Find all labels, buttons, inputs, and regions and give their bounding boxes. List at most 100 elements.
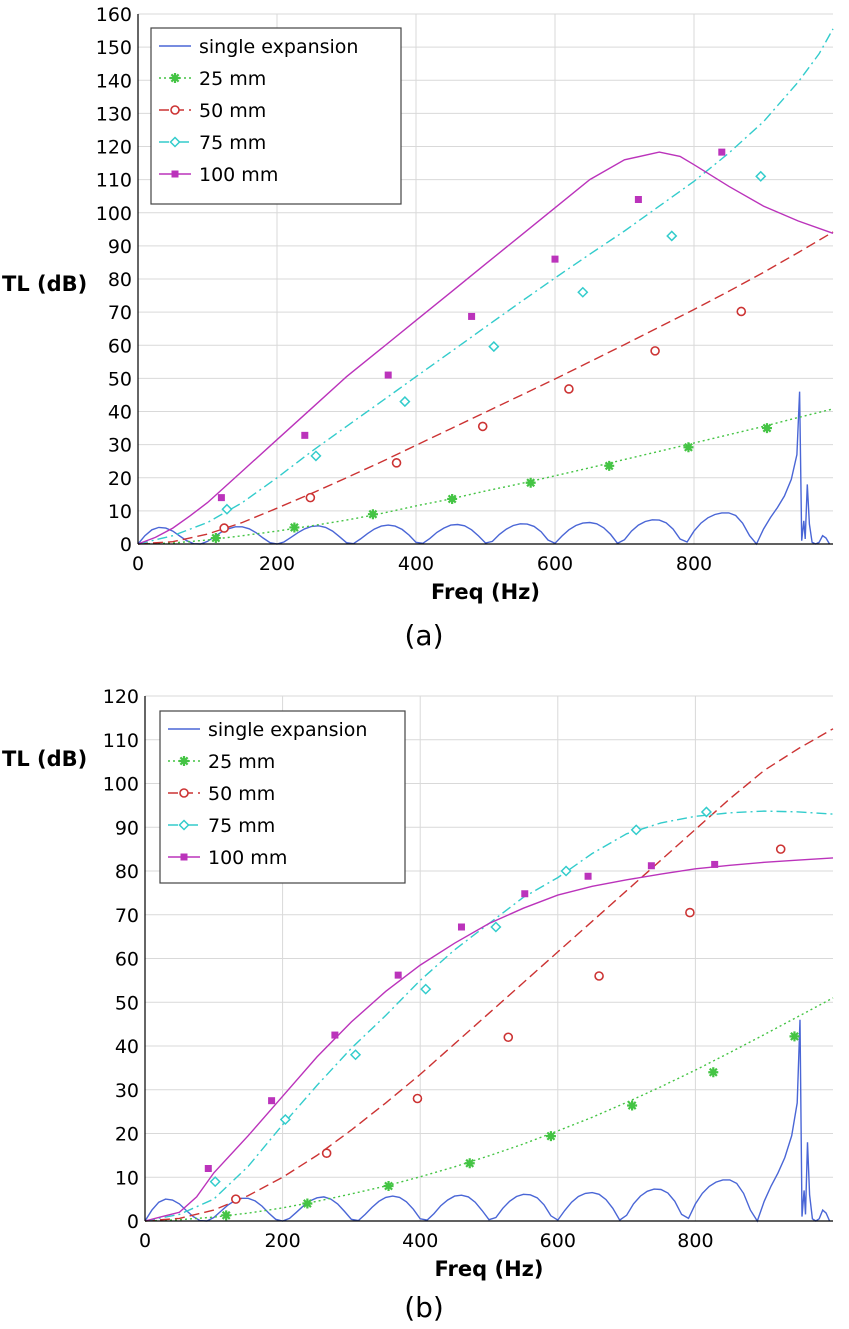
data-point-100-mm xyxy=(521,890,529,898)
data-point-50-mm xyxy=(736,306,747,317)
data-point-50-mm xyxy=(477,421,488,432)
data-point-50-mm xyxy=(321,1148,332,1158)
y-tick-label: 50 xyxy=(108,368,132,390)
data-point-100-mm xyxy=(457,923,465,931)
y-tick-label: 20 xyxy=(108,468,132,490)
y-tick-label: 20 xyxy=(115,1124,139,1146)
y-tick-label: 140 xyxy=(96,70,132,92)
y-tick-label: 110 xyxy=(103,730,139,752)
data-point-25-mm xyxy=(545,1131,556,1142)
y-tick-label: 30 xyxy=(108,435,132,457)
y-tick-label: 60 xyxy=(115,949,139,971)
legend-label: 50 mm xyxy=(208,783,275,805)
y-tick-label: 130 xyxy=(96,103,132,125)
y-tick-label: 120 xyxy=(103,686,139,708)
data-point-50-mm xyxy=(564,384,574,394)
data-point-100-mm xyxy=(301,431,309,439)
data-point-100-mm xyxy=(468,312,476,320)
x-tick-label: 200 xyxy=(264,1230,300,1252)
data-point-75-mm xyxy=(755,170,767,182)
data-point-50-mm xyxy=(650,346,660,356)
data-point-25-mm xyxy=(627,1100,638,1111)
data-point-100-mm xyxy=(711,860,719,868)
series-line-single-expansion xyxy=(144,1019,831,1223)
y-tick-label: 50 xyxy=(115,992,139,1014)
data-point-25-mm xyxy=(525,477,536,488)
y-tick-label: 60 xyxy=(108,335,132,357)
data-point-75-mm xyxy=(577,286,589,298)
data-point-25-mm xyxy=(367,509,378,520)
data-point-75-mm xyxy=(279,1113,291,1126)
data-point-100-mm xyxy=(647,862,655,870)
legend-label: 25 mm xyxy=(208,751,275,773)
data-point-100-mm xyxy=(634,196,642,203)
data-point-25-mm xyxy=(789,1031,800,1042)
x-tick-label: 800 xyxy=(677,1230,713,1252)
y-tick-label: 160 xyxy=(96,4,132,26)
y-tick-label: 70 xyxy=(108,302,132,324)
data-point-25-mm xyxy=(708,1067,719,1078)
y-tick-label: 30 xyxy=(115,1080,139,1102)
data-point-75-mm xyxy=(666,230,678,242)
data-point-75-mm xyxy=(349,1049,362,1061)
legend-label: 50 mm xyxy=(199,100,266,122)
data-point-25-mm xyxy=(464,1158,475,1169)
series-group xyxy=(144,728,834,1223)
y-tick-label: 90 xyxy=(115,817,139,839)
legend-marker xyxy=(179,756,189,766)
data-point-50-mm xyxy=(391,458,402,468)
data-point-50-mm xyxy=(685,907,695,918)
x-tick-label: 600 xyxy=(540,1230,576,1252)
data-point-100-mm xyxy=(217,494,225,502)
data-point-25-mm xyxy=(683,442,694,453)
data-point-25-mm xyxy=(302,1198,313,1209)
data-point-75-mm xyxy=(560,865,572,877)
y-tick-label: 70 xyxy=(115,905,139,927)
x-axis-label: Freq (Hz) xyxy=(435,1257,544,1281)
y-tick-label: 10 xyxy=(108,501,132,523)
data-point-75-mm xyxy=(630,824,642,836)
series-line-75-mm xyxy=(137,28,834,545)
data-point-25-mm xyxy=(289,522,300,533)
y-tick-label: 90 xyxy=(108,236,132,258)
legend-label: 75 mm xyxy=(199,132,266,154)
y-axis-label: TL (dB) xyxy=(2,272,87,296)
figure-caption: (b) xyxy=(404,1291,444,1324)
series-line-50-mm xyxy=(137,231,834,545)
legend-label: 25 mm xyxy=(199,68,266,90)
data-point-100-mm xyxy=(584,872,592,880)
x-tick-label: 800 xyxy=(676,553,712,575)
x-tick-label: 0 xyxy=(132,553,144,575)
y-axis-label: TL (dB) xyxy=(2,747,87,771)
legend-marker xyxy=(171,170,179,178)
legend-label: 100 mm xyxy=(208,847,287,869)
data-point-50-mm xyxy=(594,971,604,981)
x-tick-label: 200 xyxy=(259,553,295,575)
legend-label: single expansion xyxy=(199,36,358,58)
y-tick-label: 0 xyxy=(127,1211,139,1233)
data-point-100-mm xyxy=(384,371,392,379)
data-point-100-mm xyxy=(718,148,726,156)
y-tick-label: 40 xyxy=(108,402,132,424)
y-tick-label: 80 xyxy=(108,269,132,291)
legend-marker xyxy=(170,105,180,115)
series-line-25-mm xyxy=(144,997,834,1222)
data-point-50-mm xyxy=(503,1032,514,1043)
data-point-50-mm xyxy=(219,523,229,533)
data-point-25-mm xyxy=(761,423,772,434)
chart-b: 0 10 20 30 40 50 60 70 80 90 100 110 120 0 200 400 600 80… xyxy=(2,686,834,1324)
chart-a: 0 10 20 30 40 50 60 70 80 90 100 110 120 130 140 150 160… xyxy=(2,4,834,652)
y-tick-label: 0 xyxy=(120,534,132,556)
x-tick-label: 400 xyxy=(398,553,434,575)
data-point-50-mm xyxy=(305,492,316,503)
series-group xyxy=(137,28,834,546)
data-point-100-mm xyxy=(204,1165,212,1172)
legend-marker xyxy=(169,136,181,148)
data-point-25-mm xyxy=(383,1181,394,1191)
data-point-50-mm xyxy=(412,1093,423,1104)
x-axis-label: Freq (Hz) xyxy=(431,580,540,604)
legend-marker xyxy=(180,853,188,861)
series-line-100-mm xyxy=(144,857,834,1222)
y-tick-label: 80 xyxy=(115,861,139,883)
data-point-75-mm xyxy=(420,983,432,995)
